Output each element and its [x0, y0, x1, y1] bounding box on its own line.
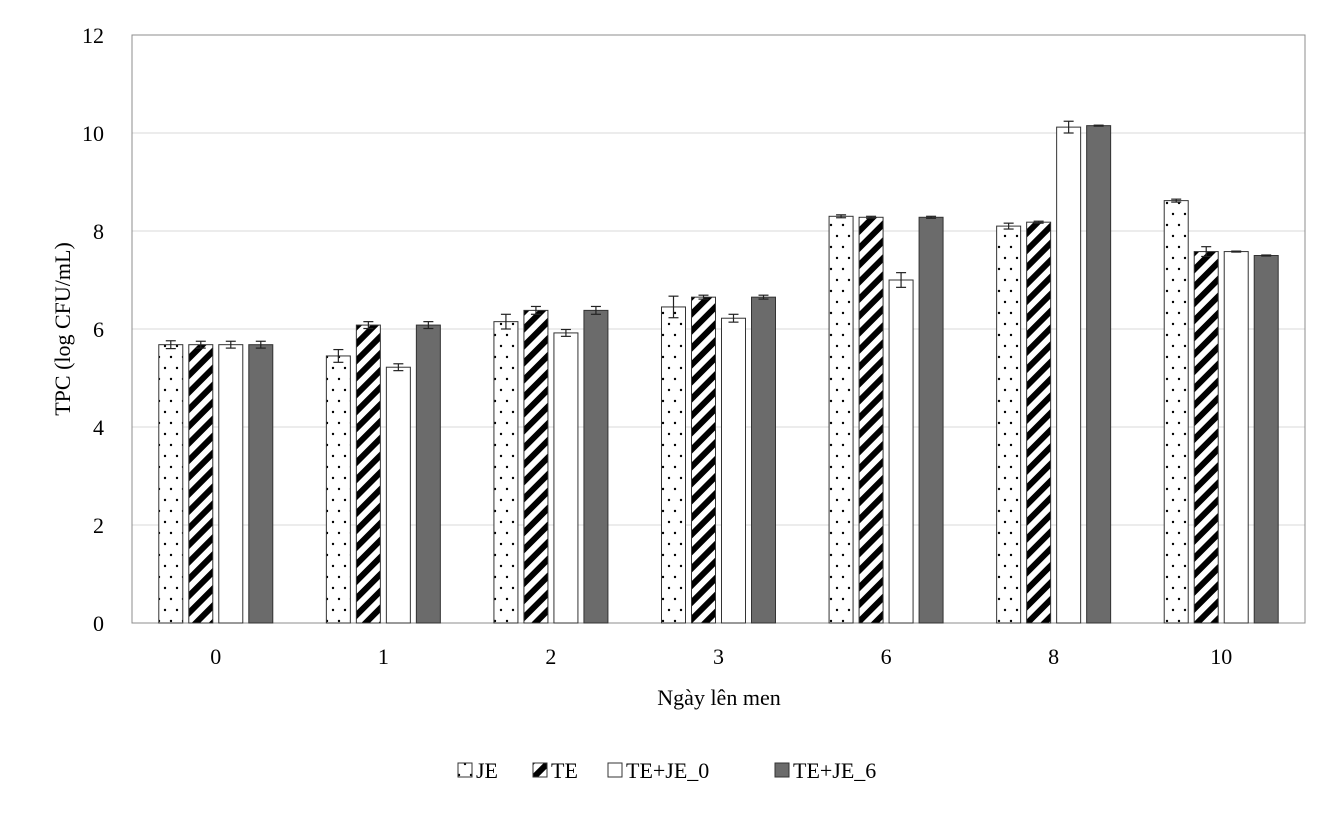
bar-je-day-10 [1163, 200, 1189, 624]
error-bar [1171, 198, 1182, 203]
error-bar [926, 215, 937, 219]
x-tick-label: 10 [1210, 644, 1232, 669]
error-bar [896, 272, 907, 288]
x-tick-label: 6 [881, 644, 892, 669]
bar-te-je-6-day-8 [1086, 125, 1112, 624]
error-bar [758, 294, 769, 300]
error-bar [1201, 246, 1212, 258]
bar-te-je-6-day-1 [415, 324, 441, 624]
x-tick-label: 2 [545, 644, 556, 669]
bar-te-day-0 [188, 344, 214, 624]
y-tick-label: 8 [93, 219, 104, 244]
legend-swatch [607, 762, 623, 778]
plot-frame [131, 34, 1306, 624]
bar-te-je-0-day-8 [1056, 126, 1082, 624]
x-axis-title: Ngày lên men [657, 685, 780, 710]
legend: JE TE TE+JE_0 TE+JE_6 [457, 758, 876, 783]
bar-te-je-0-day-6 [888, 279, 914, 624]
x-tick-labels: 0 1 2 3 6 8 10 [210, 644, 1232, 669]
error-bar [530, 305, 541, 315]
legend-label: TE+JE_0 [626, 758, 709, 783]
x-tick-label: 3 [713, 644, 724, 669]
bar-je-day-6 [828, 215, 854, 624]
bar-je-day-0 [158, 344, 184, 624]
bar-je-day-3 [661, 306, 686, 624]
y-tick-labels: 0 2 4 6 8 10 12 [82, 23, 104, 636]
error-bar [423, 321, 434, 330]
x-tick-label: 1 [378, 644, 389, 669]
bar-te-day-1 [355, 324, 381, 624]
bar-te-day-6 [858, 216, 884, 624]
legend-label: TE+JE_6 [793, 758, 876, 783]
bar-te-je-6-day-3 [751, 296, 776, 624]
bar-te-je-0-day-1 [385, 366, 411, 624]
bar-te-je-6-day-0 [248, 344, 274, 624]
y-tick-label: 10 [82, 121, 104, 146]
legend-label: JE [476, 758, 498, 783]
error-bar [333, 348, 344, 363]
error-bar [590, 305, 601, 315]
error-bar [195, 340, 206, 349]
error-bar [728, 313, 739, 323]
bar-te-je-6-day-6 [918, 216, 944, 624]
bar-te-je-0-day-10 [1223, 251, 1249, 624]
error-bar [836, 214, 847, 219]
bar-te-day-10 [1193, 251, 1219, 624]
y-tick-label: 6 [93, 317, 104, 342]
error-bar [165, 340, 176, 350]
gridlines [132, 34, 1305, 624]
error-bar [668, 295, 679, 319]
error-bar [1033, 220, 1044, 224]
error-bar [1063, 120, 1074, 134]
error-bar [363, 321, 374, 330]
error-bar [1231, 250, 1242, 253]
bar-je-day-8 [996, 225, 1022, 624]
error-bar [500, 313, 511, 330]
error-bars [165, 120, 1272, 372]
x-tick-label: 0 [210, 644, 221, 669]
legend-swatch [774, 762, 790, 778]
y-tick-label: 0 [93, 611, 104, 636]
bar-je-day-2 [493, 321, 519, 624]
error-bar [255, 340, 266, 349]
legend-swatch [532, 762, 548, 778]
bar-je-day-1 [325, 355, 351, 624]
error-bar [1093, 124, 1104, 127]
error-bar [393, 363, 404, 372]
bar-te-je-0-day-2 [553, 332, 579, 624]
error-bar [698, 294, 709, 300]
error-bar [225, 340, 236, 349]
y-tick-label: 2 [93, 513, 104, 538]
y-tick-label: 4 [93, 415, 104, 440]
error-bar [866, 215, 877, 219]
plot-border [131, 34, 1306, 624]
x-tick-label: 8 [1048, 644, 1059, 669]
legend-swatch [457, 762, 473, 778]
error-bar [1261, 254, 1272, 257]
bar-te-je-0-day-3 [721, 317, 746, 624]
legend-item: TE+JE_0 [607, 758, 709, 783]
bar-te-je-6-day-10 [1253, 255, 1279, 624]
bar-te-day-3 [691, 296, 716, 624]
y-axis-title: TPC (log CFU/mL) [50, 242, 75, 416]
legend-item: TE+JE_6 [774, 758, 876, 783]
bar-te-day-2 [523, 309, 549, 624]
y-tick-label: 12 [82, 23, 104, 48]
bar-te-je-6-day-2 [583, 309, 609, 624]
legend-item: JE [457, 758, 498, 783]
bars [158, 125, 1279, 624]
bar-te-day-8 [1026, 221, 1052, 624]
legend-label: TE [551, 758, 578, 783]
legend-item: TE [532, 758, 578, 783]
error-bar [1003, 222, 1014, 230]
error-bar [560, 328, 571, 337]
bar-te-je-0-day-0 [218, 344, 244, 624]
